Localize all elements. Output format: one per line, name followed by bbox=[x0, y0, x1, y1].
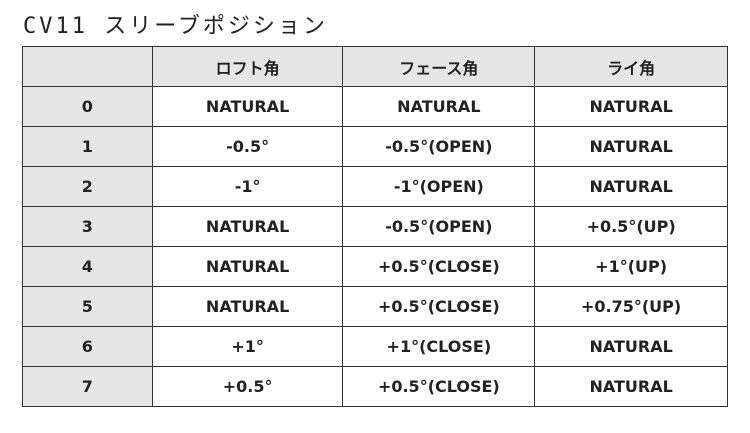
column-header-lie-angle: ライ角 bbox=[534, 46, 728, 87]
cell-lie-angle: NATURAL bbox=[534, 366, 728, 407]
cell-lie-angle: NATURAL bbox=[534, 86, 728, 127]
table-row: 7 +0.5° +0.5°(CLOSE) NATURAL bbox=[22, 366, 728, 407]
cell-face-angle: +0.5°(CLOSE) bbox=[342, 366, 536, 407]
sleeve-position-table: ロフト角 フェース角 ライ角 0 NATURAL NATURAL NATURAL 1 -0.5… bbox=[22, 46, 728, 407]
cell-loft-angle: NATURAL bbox=[151, 246, 344, 287]
cell-face-angle: -1°(OPEN) bbox=[342, 166, 536, 207]
table-row: 5 NATURAL +0.5°(CLOSE) +0.75°(UP) bbox=[22, 286, 728, 327]
table-row: 3 NATURAL -0.5°(OPEN) +0.5°(UP) bbox=[22, 206, 728, 247]
column-header-loft-angle: ロフト角 bbox=[151, 46, 344, 87]
table-row: 1 -0.5° -0.5°(OPEN) NATURAL bbox=[22, 126, 728, 167]
column-header-position bbox=[22, 46, 153, 87]
cell-loft-angle: NATURAL bbox=[151, 86, 344, 127]
cell-position: 7 bbox=[22, 366, 153, 407]
cell-face-angle: +1°(CLOSE) bbox=[342, 326, 536, 367]
cell-face-angle: -0.5°(OPEN) bbox=[342, 126, 536, 167]
cell-loft-angle: NATURAL bbox=[151, 206, 344, 247]
cell-lie-angle: NATURAL bbox=[534, 166, 728, 207]
cell-face-angle: +0.5°(CLOSE) bbox=[342, 286, 536, 327]
table-row: 0 NATURAL NATURAL NATURAL bbox=[22, 86, 728, 127]
cell-loft-angle: -1° bbox=[151, 166, 344, 207]
cell-position: 2 bbox=[22, 166, 153, 207]
cell-face-angle: NATURAL bbox=[342, 86, 536, 127]
table-row: 6 +1° +1°(CLOSE) NATURAL bbox=[22, 326, 728, 367]
cell-position: 6 bbox=[22, 326, 153, 367]
table-row: 2 -1° -1°(OPEN) NATURAL bbox=[22, 166, 728, 207]
cell-lie-angle: +1°(UP) bbox=[534, 246, 728, 287]
cell-face-angle: -0.5°(OPEN) bbox=[342, 206, 536, 247]
cell-lie-angle: NATURAL bbox=[534, 126, 728, 167]
page-title: CV11 スリーブポジション bbox=[23, 14, 328, 39]
cell-position: 3 bbox=[22, 206, 153, 247]
cell-face-angle: +0.5°(CLOSE) bbox=[342, 246, 536, 287]
cell-position: 4 bbox=[22, 246, 153, 287]
cell-loft-angle: -0.5° bbox=[151, 126, 344, 167]
header-row: ロフト角 フェース角 ライ角 bbox=[22, 46, 728, 87]
column-header-face-angle: フェース角 bbox=[342, 46, 536, 87]
cell-loft-angle: NATURAL bbox=[151, 286, 344, 327]
cell-lie-angle: NATURAL bbox=[534, 326, 728, 367]
cell-lie-angle: +0.75°(UP) bbox=[534, 286, 728, 327]
cell-loft-angle: +0.5° bbox=[151, 366, 344, 407]
cell-position: 5 bbox=[22, 286, 153, 327]
cell-position: 1 bbox=[22, 126, 153, 167]
cell-lie-angle: +0.5°(UP) bbox=[534, 206, 728, 247]
cell-loft-angle: +1° bbox=[151, 326, 344, 367]
table-row: 4 NATURAL +0.5°(CLOSE) +1°(UP) bbox=[22, 246, 728, 287]
cell-position: 0 bbox=[22, 86, 153, 127]
